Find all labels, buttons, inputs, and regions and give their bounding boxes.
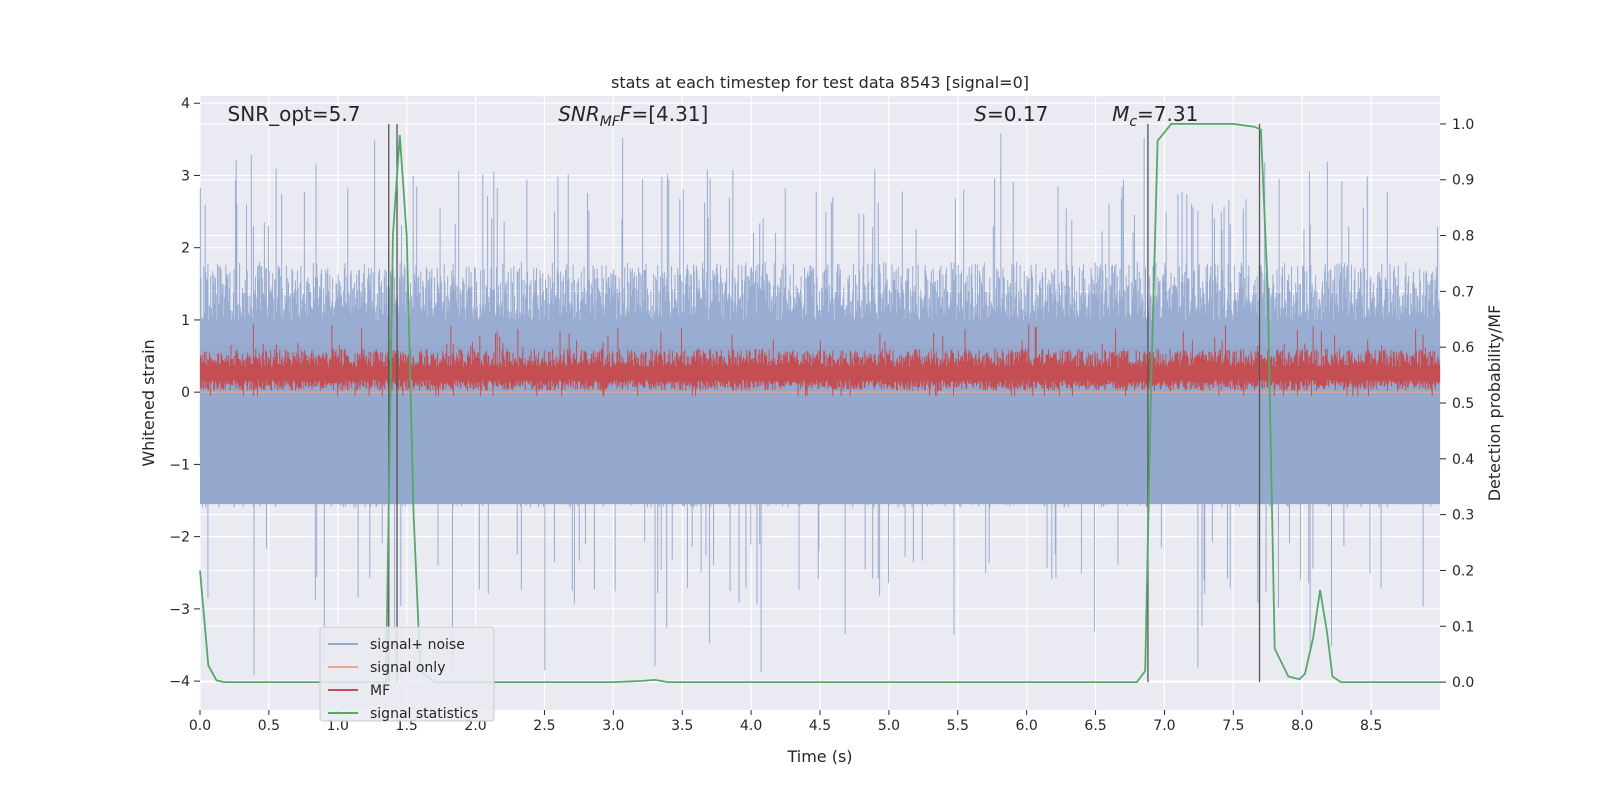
ticks: 0.0 0.5 1.0 1.5 2.0 2.5 3.0 3.5 4.0 4.5 5.0 5.5 6.0 6…	[169, 96, 1474, 734]
x-tick-label: 8.0	[1291, 718, 1313, 734]
y-tick-label-right: 0.1	[1452, 619, 1474, 635]
x-tick-label: 2.0	[464, 718, 486, 734]
x-tick-label: 5.5	[947, 718, 969, 734]
x-tick-label: 7.5	[1222, 718, 1244, 734]
y-tick-label-right: 0.8	[1452, 229, 1474, 245]
y-tick-label-right: 0.2	[1452, 563, 1474, 579]
x-tick-label: 6.5	[1084, 718, 1106, 734]
x-tick-label: 4.5	[809, 718, 831, 734]
annotation-0: SNR_opt=5.7	[228, 102, 361, 126]
y-tick-label-right: 0.9	[1452, 173, 1474, 189]
mf-series	[199, 324, 1441, 396]
legend-label: signal only	[370, 660, 445, 676]
y-tick-label-left: 1	[181, 313, 190, 329]
annotation-1: SNRMFF=[4.31]	[558, 102, 708, 130]
legend-label: signal statistics	[370, 706, 478, 722]
legend-box	[319, 626, 495, 722]
y-tick-label-right: 0.3	[1452, 508, 1474, 524]
y-tick-label-right: 0.4	[1452, 452, 1474, 468]
y-tick-label-left: −4	[169, 674, 190, 690]
y-tick-label-right: 0.7	[1452, 284, 1474, 300]
x-tick-label: 5.0	[878, 718, 900, 734]
y-tick-label-left: 0	[181, 385, 190, 401]
y-tick-label-left: −3	[169, 602, 190, 618]
x-tick-label: 3.5	[671, 718, 693, 734]
x-tick-label: 4.0	[740, 718, 762, 734]
y-tick-label-left: −1	[169, 457, 190, 473]
y-tick-label-left: 2	[181, 241, 190, 257]
y-tick-label-left: 4	[181, 96, 190, 112]
x-tick-label: 7.0	[1153, 718, 1175, 734]
y-tick-label-right: 0.0	[1452, 675, 1474, 691]
x-tick-label: 8.5	[1360, 718, 1382, 734]
annotation-3: Mc=7.31	[1112, 102, 1198, 130]
x-tick-label: 2.5	[533, 718, 555, 734]
x-tick-label: 1.5	[396, 718, 418, 734]
plot-area	[199, 123, 1441, 683]
y-tick-label-right: 0.5	[1452, 396, 1474, 412]
x-axis-label: Time (s)	[786, 747, 852, 766]
legend-label: MF	[370, 683, 390, 699]
x-tick-label: 0.5	[258, 718, 280, 734]
x-tick-label: 6.0	[1016, 718, 1038, 734]
y-axis-label-right: Detection probability/MF	[1485, 305, 1504, 502]
legend: signal+ noise signal only MF signal statist…	[319, 626, 495, 722]
x-tick-label: 0.0	[189, 718, 211, 734]
y-tick-label-left: −2	[169, 530, 190, 546]
x-tick-label: 1.0	[327, 718, 349, 734]
y-tick-label-left: 3	[181, 168, 190, 184]
y-axis-label-left: Whitened strain	[139, 339, 158, 466]
y-tick-label-right: 1.0	[1452, 117, 1474, 133]
annotation-2: S=0.17	[974, 102, 1048, 126]
chart-title: stats at each timestep for test data 854…	[611, 73, 1029, 92]
x-tick-label: 3.0	[602, 718, 624, 734]
y-tick-label-right: 0.6	[1452, 340, 1474, 356]
annotations: SNR_opt=5.7 SNRMFF=[4.31] S=0.17 Mc=7.31	[228, 102, 1199, 130]
legend-label: signal+ noise	[370, 637, 465, 653]
